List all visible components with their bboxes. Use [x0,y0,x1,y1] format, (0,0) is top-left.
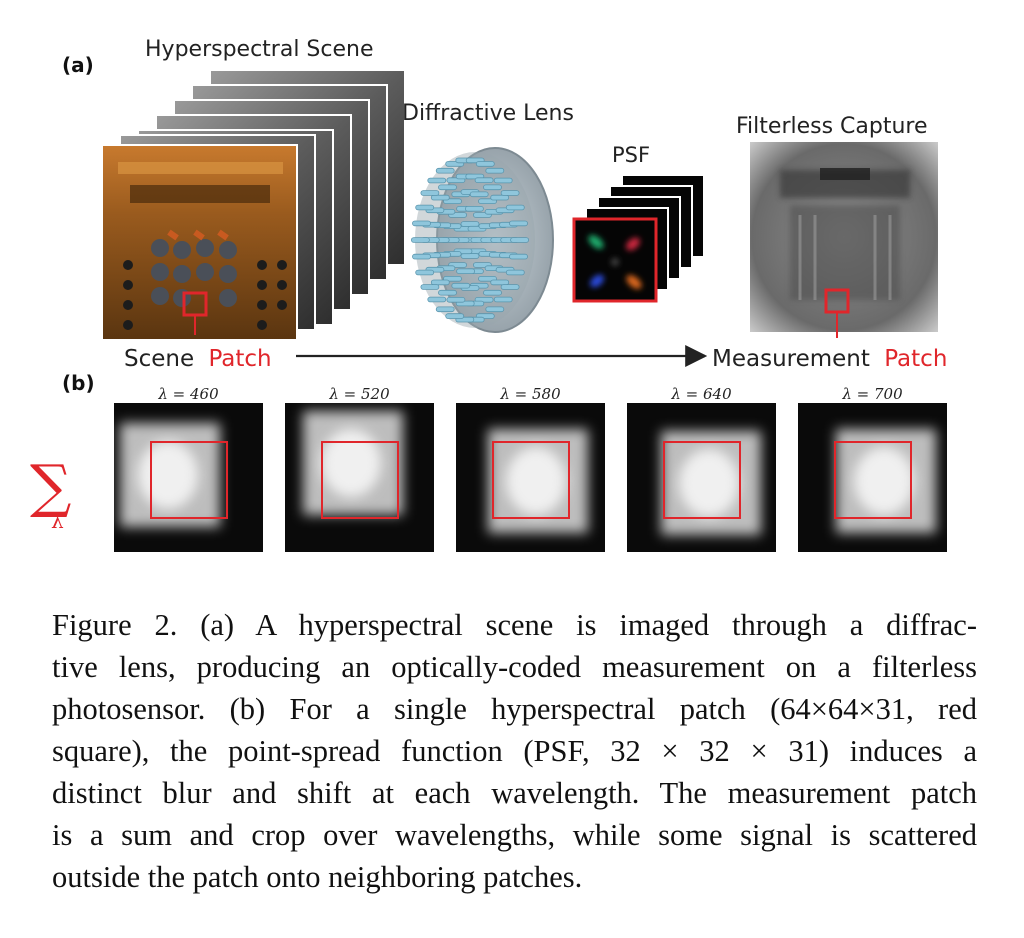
lens-pillar [410,237,430,243]
psf-blur-core [138,441,198,509]
hyperspectral-scene-stack [101,69,406,341]
caption-line: tive lens, producing an optically-coded … [52,650,977,684]
measurement-patch-accent: Patch [884,346,947,372]
lens-pillar [500,284,520,290]
patch-crop-marker [834,441,912,519]
lens-pillar [505,269,525,276]
caption-line: outside the patch onto neighboring patch… [52,860,583,894]
figure-diagram: (a) Hyperspectral Scene [30,37,947,552]
lens-pillar [415,204,435,211]
patch-crop-marker [492,441,570,519]
figure-caption: Figure 2. (a) A hyperspectral scene is i… [52,604,977,898]
lens-pillar [510,237,530,243]
lens-pillar [420,284,440,290]
lens-pillar [483,184,502,191]
lens-pillar [435,306,455,313]
psf-stack [572,174,705,303]
wavelength-label: λ = 580 [499,385,561,403]
lens-pillar [464,205,484,212]
lens-pillar [456,268,476,274]
wavelength-label: λ = 460 [157,385,219,403]
lens-pillar [445,313,465,319]
psf-blur-core [854,447,914,515]
lens-pillar [474,177,494,184]
lens-pillar [493,177,513,184]
lens-pillar [415,269,435,276]
lens-pillar [493,296,513,303]
lens-pillar [460,253,480,259]
patch-crop-marker [663,441,741,519]
caption-line: Figure 2. (a) A hyperspectral scene is i… [52,608,977,642]
caption-line: is a sum and crop over wavelengths, whil… [52,818,977,852]
patch-crop-marker [321,441,399,519]
diffractive-lens-title: Diffractive Lens [402,101,574,126]
lens-pillar [475,161,495,167]
lens-pillar [412,253,431,260]
lens-pillar [446,296,466,303]
lens-pillar [435,167,455,174]
lens-pillar [438,184,457,191]
measurement-patch-label: Measurement Patch [712,346,947,372]
lens-pillar [509,253,528,260]
psf-blur-core [506,447,566,515]
wavelength-label: λ = 640 [670,385,732,403]
filterless-capture-image [750,142,938,338]
lens-pillar [427,296,447,303]
scene-patch-accent: Patch [208,346,271,372]
caption-line: distinct blur and shift at each waveleng… [52,776,977,810]
psf-patch-marker [572,217,658,303]
caption-line: square), the point-spread function (PSF,… [52,734,977,768]
lens-pillar [490,279,510,286]
patch-crop-marker [150,441,228,519]
lens-pillar [500,190,520,196]
lens-pillar [505,204,525,211]
wavelength-panels: λ = 460 λ = 520 λ = 580 λ = 640 λ = 700 [114,385,947,552]
sum-symbol: ∑ [30,452,71,520]
measurement-patch-word: Measurement [712,346,870,372]
caption-line: photosensor. (b) For a single hyperspect… [52,692,977,726]
panel-a-label: (a) [62,53,94,77]
filterless-capture-title: Filterless Capture [736,114,928,139]
scene-patch-word: Scene [124,346,194,372]
psf-blur-core [321,429,381,497]
lens-pillar [420,190,440,196]
lens-pillar [430,279,450,286]
lens-pillar [460,221,480,227]
lens-pillar [438,289,457,296]
lens-pillar [469,191,489,198]
lens-pillar [509,220,528,227]
wavelength-label: λ = 700 [841,385,903,403]
psf-title: PSF [612,143,650,167]
diffractive-lens [410,147,554,333]
lens-pillar [483,289,502,296]
lens-pillar [485,306,505,313]
lens-pillar [485,167,505,174]
panel-b-label: (b) [62,371,95,395]
lens-pillar [427,177,447,184]
sum-subscript: λ [51,509,64,533]
hyperspectral-scene-title: Hyperspectral Scene [145,37,374,62]
lens-pillar [412,220,431,227]
lens-pillar [490,194,510,201]
psf-blur-core [679,449,739,517]
lens-pillar [451,282,471,289]
wavelength-label: λ = 520 [328,385,390,403]
lens-pillar [430,194,450,201]
scene-patch-label: Scene Patch [124,346,272,372]
